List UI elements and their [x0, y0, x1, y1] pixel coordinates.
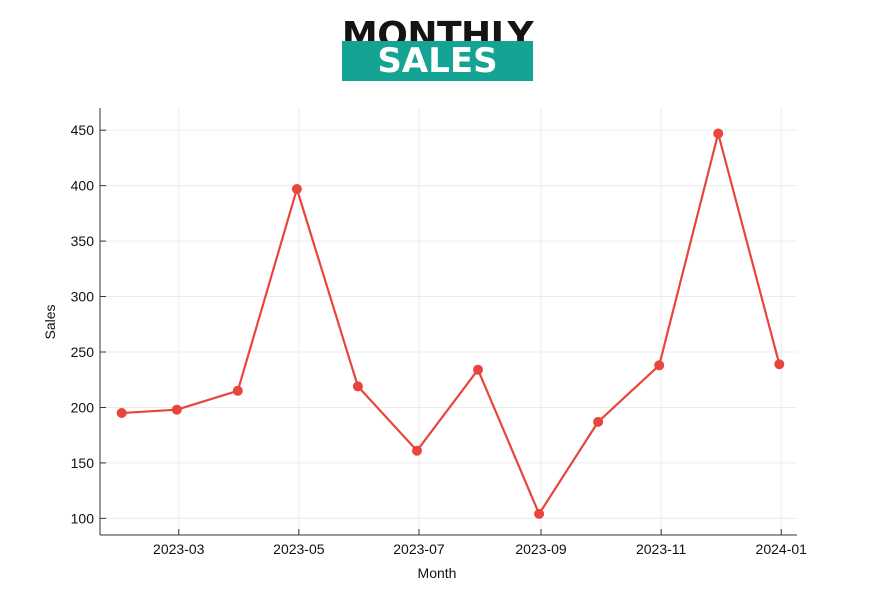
data-point — [593, 416, 604, 427]
x-tick-label: 2023-07 — [393, 541, 445, 557]
y-tick-label: 450 — [71, 122, 95, 138]
y-tick-label: 300 — [71, 289, 95, 305]
y-axis-label: Sales — [42, 304, 58, 339]
y-ticks: 100 150 200 250 300 350 400 450 — [71, 122, 106, 526]
x-tick-label: 2023-09 — [515, 541, 567, 557]
x-tick-label: 2023-11 — [636, 541, 687, 557]
series-line — [121, 132, 781, 516]
y-tick-label: 150 — [71, 455, 95, 471]
y-tick-label: 400 — [71, 178, 95, 194]
data-point — [232, 385, 243, 396]
data-point — [171, 404, 182, 415]
x-tick-label: 2023-03 — [153, 541, 205, 557]
x-tick-label: 2024-01 — [756, 541, 808, 557]
x-tick-label: 2023-05 — [273, 541, 325, 557]
data-point — [534, 508, 545, 519]
data-point — [291, 184, 302, 194]
y-tick-label: 250 — [71, 344, 95, 360]
y-tick-label: 100 — [71, 510, 95, 526]
x-ticks: 2023-03 2023-05 2023-07 2023-09 2023-11 2024-… — [153, 529, 807, 557]
data-point — [774, 359, 785, 370]
data-point — [713, 128, 724, 139]
grid-lines — [100, 108, 797, 535]
data-point — [352, 381, 363, 392]
y-tick-label: 350 — [71, 233, 95, 249]
data-point — [654, 360, 665, 371]
chart-title-line2: SALES — [342, 41, 533, 81]
y-tick-label: 200 — [71, 399, 95, 415]
series-sales — [116, 128, 785, 519]
data-point — [473, 364, 483, 375]
data-point — [116, 408, 127, 418]
data-point — [412, 445, 422, 456]
x-axis-label: Month — [418, 565, 457, 581]
axes — [99, 108, 797, 536]
